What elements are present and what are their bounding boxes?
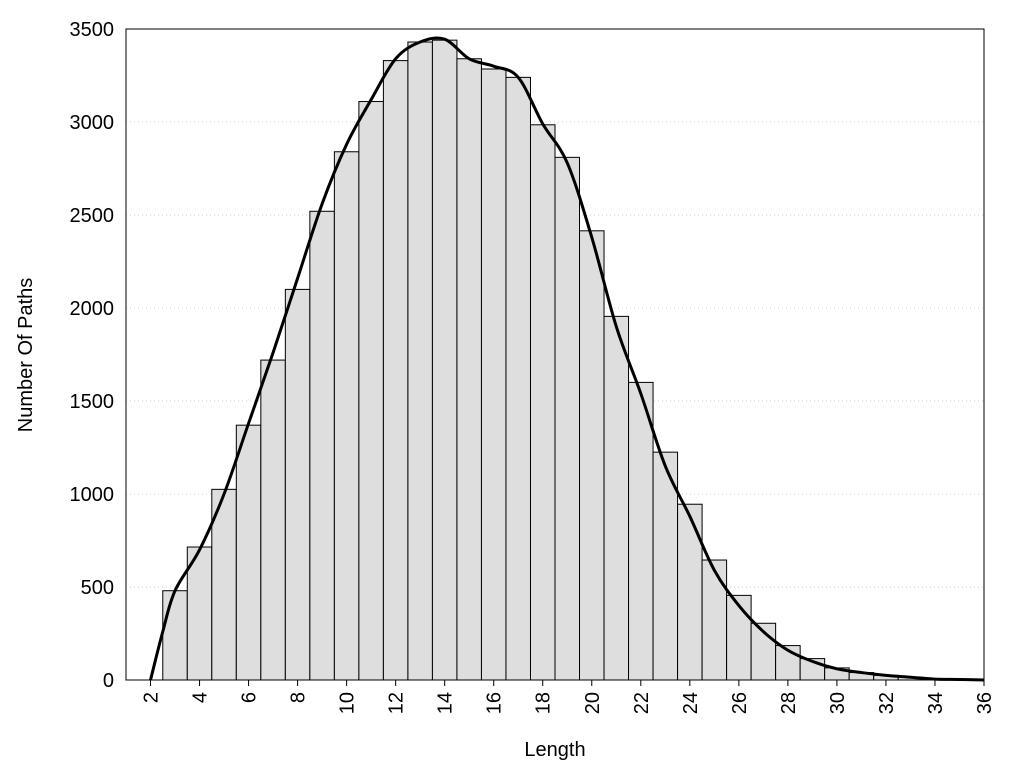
- bar: [333, 151, 360, 681]
- bar: [456, 58, 482, 681]
- y-tick-label: 2000: [70, 298, 115, 320]
- x-tick-label: 30: [827, 692, 849, 714]
- bar: [579, 230, 605, 681]
- x-tick-label: 16: [484, 692, 506, 714]
- y-tick-label: 3500: [70, 19, 115, 41]
- x-tick-label: 26: [729, 692, 751, 714]
- y-tick-label: 0: [103, 670, 114, 692]
- bar: [701, 559, 728, 681]
- y-tick-label: 3000: [70, 112, 115, 134]
- y-tick-label: 1000: [70, 484, 115, 506]
- x-axis-label: Length: [524, 739, 585, 761]
- x-tick-label: 12: [386, 692, 408, 714]
- bar: [309, 210, 335, 681]
- bar: [726, 594, 752, 681]
- bar: [603, 315, 630, 681]
- bar: [431, 39, 458, 681]
- bar: [162, 590, 188, 681]
- x-tick-label: 36: [974, 692, 996, 714]
- x-tick-label: 28: [778, 692, 800, 714]
- bar: [382, 60, 409, 681]
- x-tick-label: 2: [141, 692, 163, 703]
- x-tick-label: 22: [631, 692, 653, 714]
- bar: [235, 424, 262, 681]
- x-tick-label: 32: [876, 692, 898, 714]
- bar: [358, 101, 384, 681]
- density-curve: [149, 36, 985, 682]
- bar: [211, 488, 237, 681]
- x-tick-label: 14: [435, 692, 457, 714]
- bar: [554, 156, 581, 681]
- bar: [407, 41, 433, 681]
- x-tick-label: 10: [337, 692, 359, 714]
- x-tick-label: 18: [533, 692, 555, 714]
- x-tick-label: 34: [925, 692, 947, 714]
- bar: [677, 503, 703, 681]
- y-tick-label: 500: [81, 577, 114, 599]
- x-tick-label: 6: [239, 692, 261, 703]
- x-tick-label: 4: [190, 692, 212, 703]
- x-tick-label: 24: [680, 692, 702, 714]
- bar: [480, 68, 507, 681]
- y-tick-label: 1500: [70, 391, 115, 413]
- bar: [260, 359, 286, 681]
- y-tick-label: 2500: [70, 205, 115, 227]
- bar: [529, 124, 556, 681]
- x-tick-label: 8: [288, 692, 310, 703]
- x-tick-label: 20: [582, 692, 604, 714]
- bar: [284, 288, 311, 681]
- bar: [505, 76, 531, 681]
- plot-frame: [125, 28, 985, 681]
- y-axis-label: Number Of Paths: [15, 278, 37, 433]
- bar: [628, 381, 654, 681]
